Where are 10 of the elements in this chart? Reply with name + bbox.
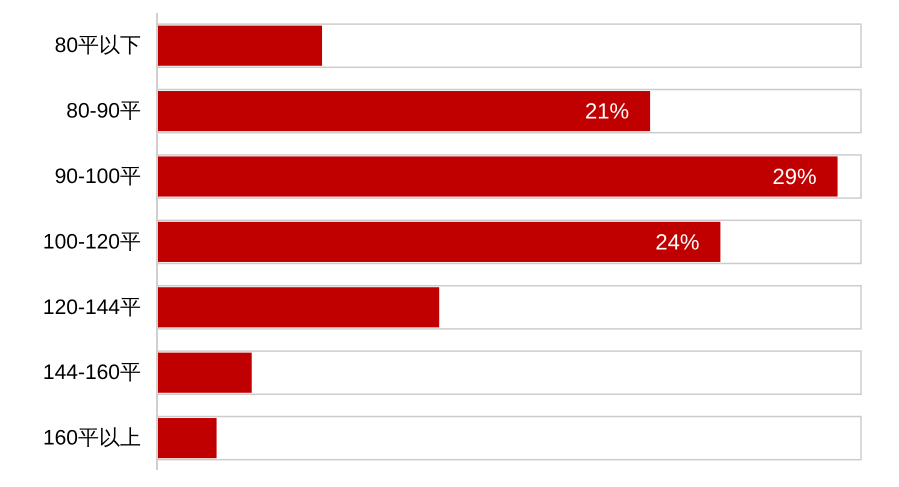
y-tick-label: 120-144平 bbox=[42, 296, 141, 319]
y-tick-label: 160平以上 bbox=[42, 426, 141, 450]
data-label: 29% bbox=[772, 164, 817, 189]
y-tick-label: 144-160平 bbox=[42, 361, 141, 384]
y-tick-label: 100-120平 bbox=[42, 230, 141, 254]
y-tick-label: 80平以下 bbox=[54, 34, 141, 58]
data-label: 21% bbox=[585, 98, 630, 124]
data-label: 24% bbox=[655, 229, 700, 254]
y-tick-label: 90-100平 bbox=[54, 165, 141, 188]
y-tick-label: 80-90平 bbox=[66, 100, 141, 123]
